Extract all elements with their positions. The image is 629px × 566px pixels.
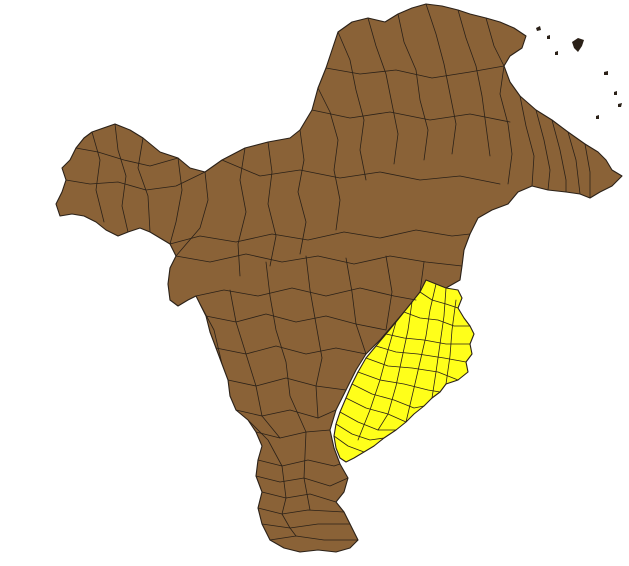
base-region[interactable] bbox=[55, 3, 623, 553]
highlighted-region[interactable] bbox=[333, 279, 475, 463]
highlight-boundary-lines bbox=[333, 283, 471, 453]
base-boundary-lines bbox=[65, 3, 591, 541]
offshore-islets bbox=[536, 26, 622, 119]
